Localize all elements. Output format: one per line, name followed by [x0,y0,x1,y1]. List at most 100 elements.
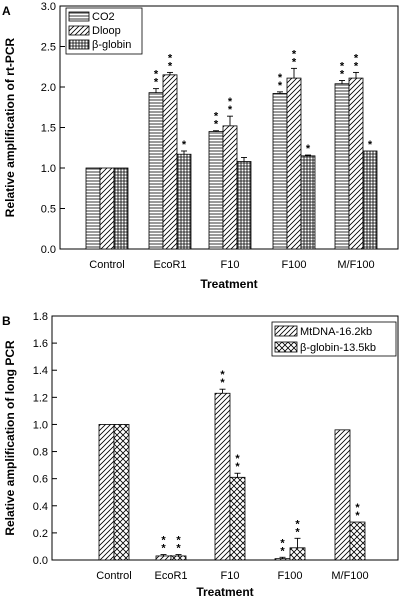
y-axis-title: Relative amplification of rt-PCR [3,37,17,217]
significance-marker: * [176,543,181,555]
panel-letter: A [2,4,11,18]
significance-marker: * [228,96,233,108]
bar [85,167,101,250]
significance-marker: * [354,52,359,64]
x-axis-title: Treatment [196,585,253,599]
significance-marker: * [340,69,345,81]
legend-label: β-globin-13.5kb [300,342,376,354]
significance-marker: * [278,72,283,84]
bar [236,161,252,250]
bar [155,555,172,561]
legend-label: β-globin [92,39,131,51]
y-tick-label: 1.8 [33,311,48,323]
y-tick-label: 0.8 [33,447,48,459]
bar [272,93,288,250]
bar [222,125,238,250]
significance-marker: * [354,60,359,72]
y-tick-label: 0.0 [41,244,56,256]
y-tick-label: 1.6 [33,338,48,350]
significance-marker: * [292,56,297,68]
x-tick-label: F10 [221,570,240,582]
bar [274,558,291,561]
x-tick-label: M/F100 [331,570,368,582]
x-tick-label: EcoR1 [153,259,186,271]
significance-marker: * [214,119,219,131]
significance-marker: * [235,461,240,473]
bar [214,392,231,561]
significance-marker: * [355,502,360,514]
y-tick-label: 0.2 [33,528,48,540]
bar [286,77,302,250]
significance-marker: * [355,510,360,522]
x-tick-label: F10 [221,259,240,271]
y-tick-label: 0.5 [41,204,56,216]
bar [148,92,164,250]
bar [170,555,187,561]
x-tick-label: F100 [281,259,306,271]
bar [334,429,351,561]
bar [176,153,192,250]
x-tick-label: F100 [277,570,302,582]
bar [362,150,378,250]
y-tick-label: 1.5 [41,123,56,135]
legend-label: CO2 [92,11,115,23]
y-tick-label: 0.0 [33,555,48,567]
y-tick-label: 1.0 [33,419,48,431]
y-axis-title: Relative amplification of long PCR [3,340,17,536]
legend-swatch [68,39,90,50]
significance-marker: * [280,545,285,557]
significance-marker: * [280,537,285,549]
significance-marker: * [161,535,166,547]
y-tick-label: 1.4 [33,365,48,377]
y-tick-label: 1.2 [33,392,48,404]
significance-marker: * [228,104,233,116]
significance-marker: * [168,60,173,72]
significance-marker: * [168,52,173,64]
significance-marker: * [278,80,283,92]
significance-marker: * [292,48,297,60]
significance-marker: * [295,526,300,538]
bar [349,521,366,561]
legend-label: MtDNA-16.2kb [300,326,372,338]
significance-marker: * [235,453,240,465]
legend-swatch [274,341,298,353]
x-tick-label: M/F100 [337,259,374,271]
panel-letter: B [2,314,11,328]
significance-marker: * [154,69,159,81]
panel-a: A 0.0 0.5 1.0 1.5 2.0 2.5 3.0 Control EcoR1 F10 F10… [2,1,399,291]
legend-swatch [68,25,90,36]
panel-b: B 0.0 0.2 0.4 0.6 0.8 1.0 1.2 1.4 1.6 1.8 Control Ec… [2,311,399,599]
significance-marker: * [220,377,225,389]
bar [289,547,306,561]
bar [113,424,130,561]
bar [162,74,178,250]
legend-swatch [274,325,298,337]
significance-marker: * [295,518,300,530]
significance-marker: * [340,61,345,73]
legend-label: Dloop [92,25,121,37]
y-tick-label: 0.6 [33,474,48,486]
significance-marker: * [214,111,219,123]
significance-marker: * [161,543,166,555]
bar [300,155,316,250]
y-tick-label: 1.0 [41,163,56,175]
x-tick-label: Control [89,259,124,271]
significance-marker: * [176,535,181,547]
bar [99,167,115,250]
x-tick-label: Control [96,570,131,582]
y-tick-label: 0.4 [33,501,48,513]
bar [334,83,350,250]
bar [98,424,115,561]
bar [348,77,364,250]
legend-swatch [68,11,90,22]
significance-marker: * [182,139,187,151]
significance-marker: * [368,139,373,151]
y-tick-label: 2.0 [41,82,56,94]
y-tick-label: 2.5 [41,42,56,54]
y-tick-label: 3.0 [41,1,56,13]
x-axis-title: Treatment [200,277,257,291]
significance-marker: * [220,369,225,381]
significance-marker: * [306,143,311,155]
significance-marker: * [154,77,159,89]
